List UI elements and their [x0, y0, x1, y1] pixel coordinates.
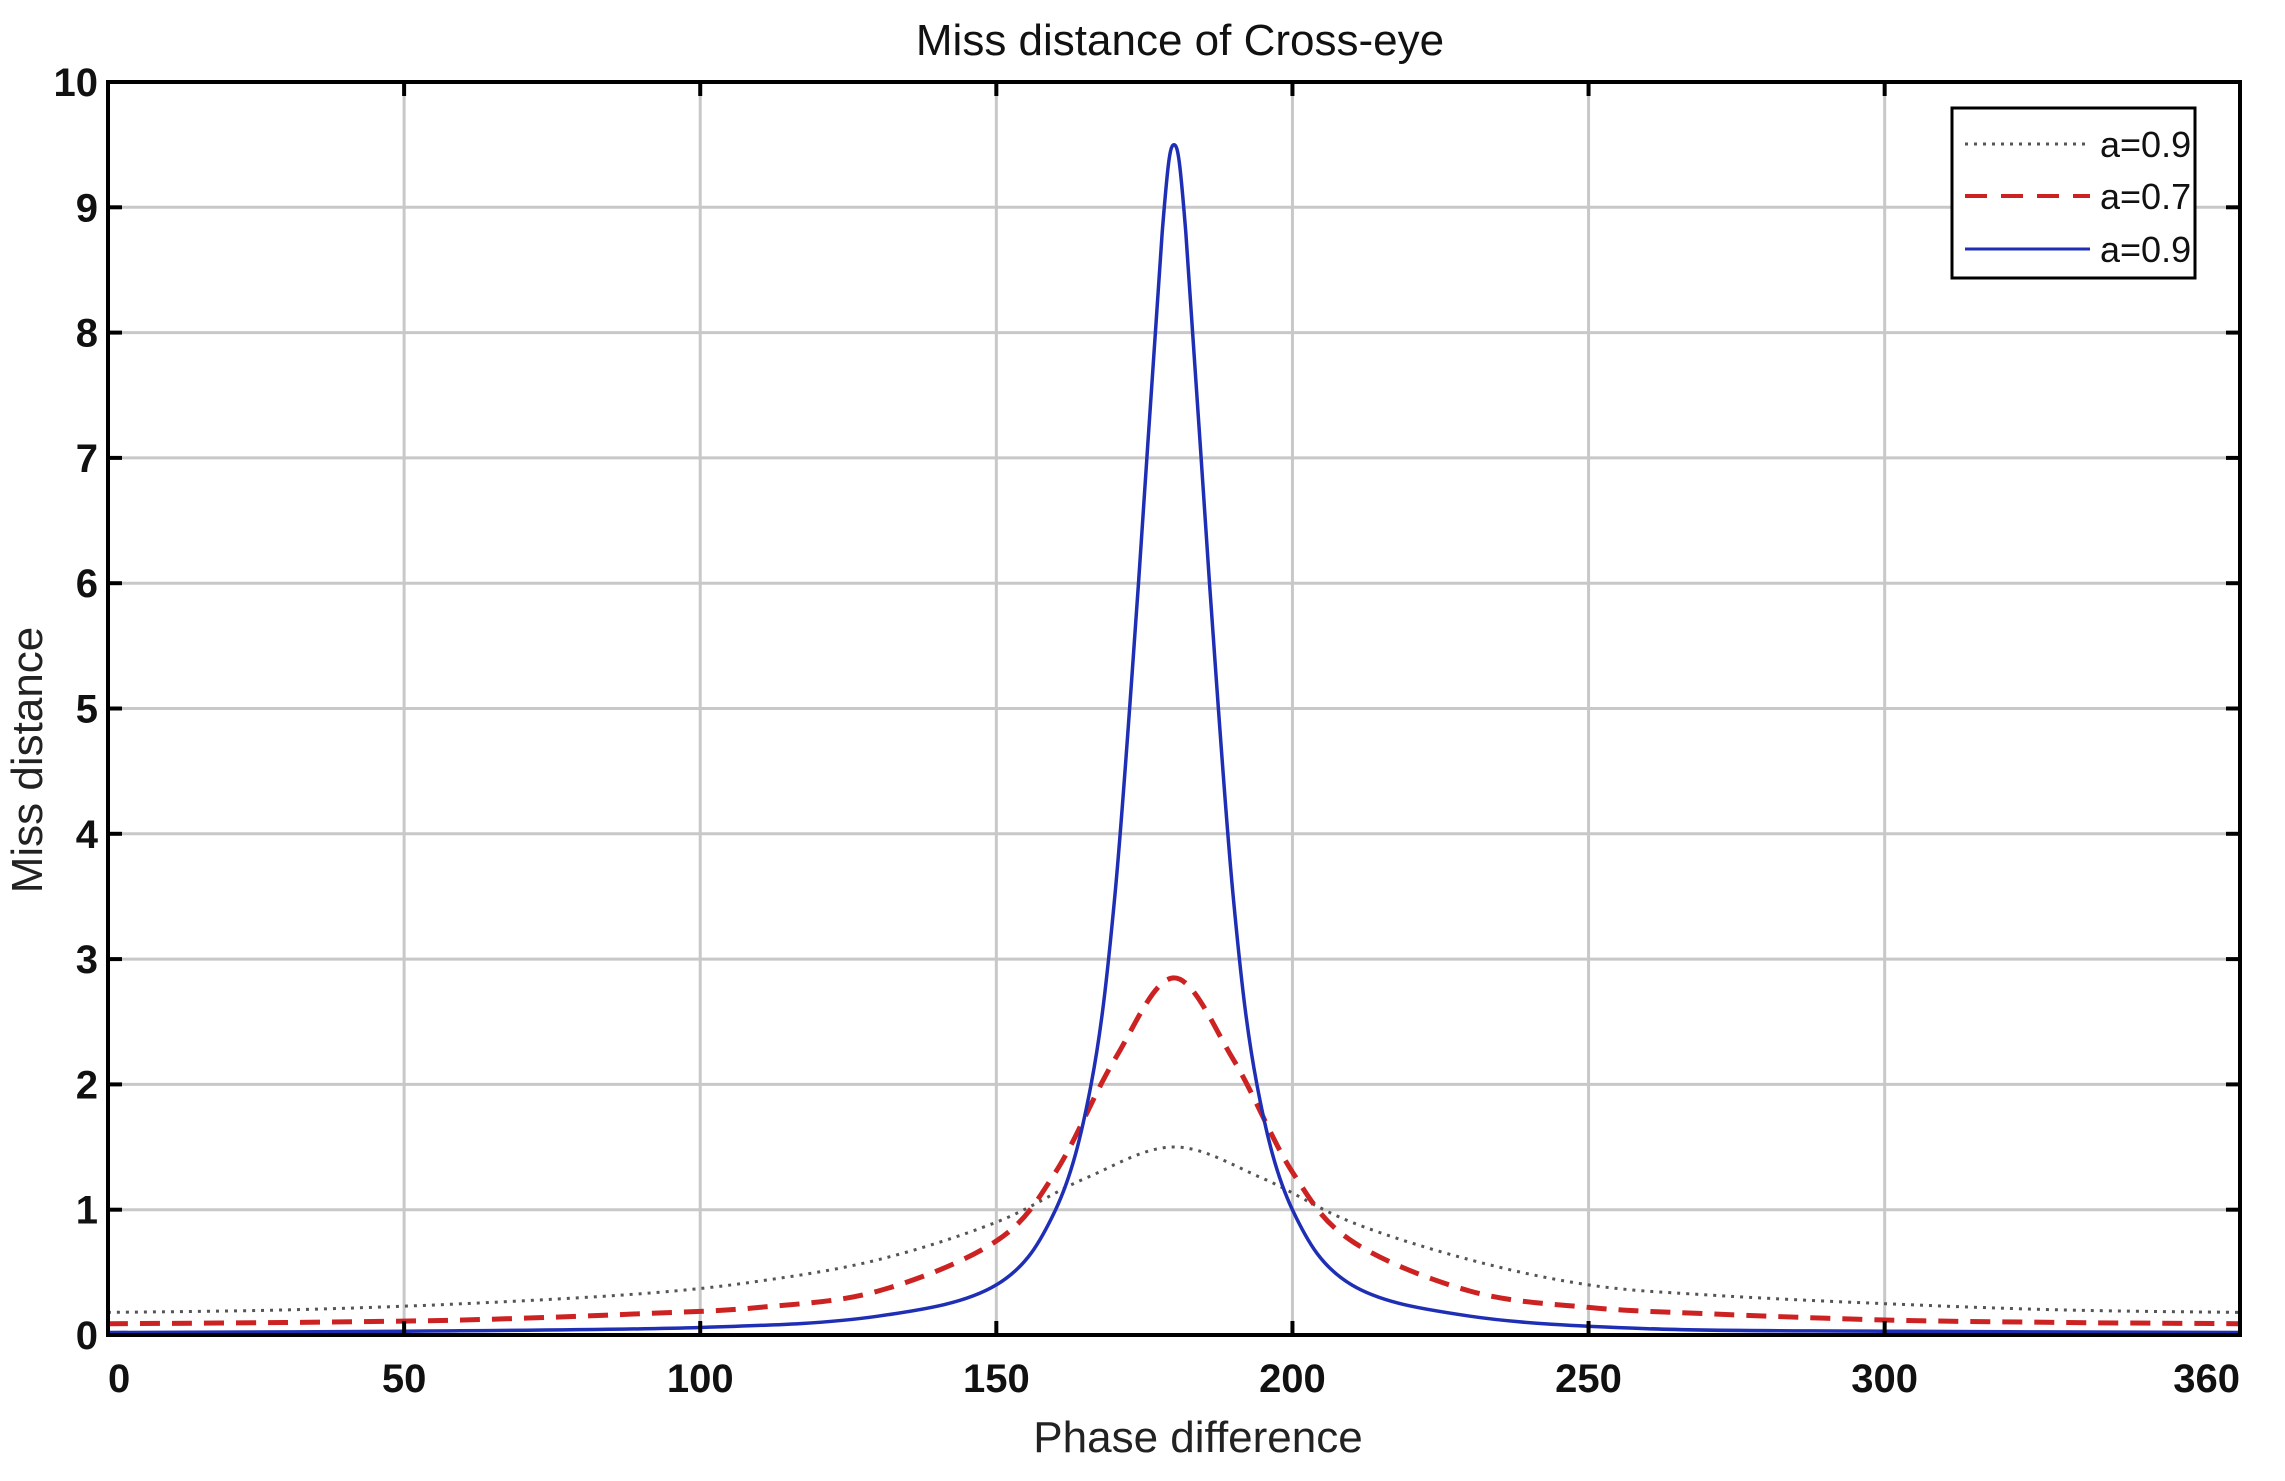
x-tick-label: 50 — [382, 1357, 427, 1401]
x-tick-label: 100 — [667, 1357, 734, 1401]
y-tick-label: 1 — [76, 1189, 98, 1233]
legend-label-1: a=0.9 — [2100, 124, 2191, 165]
x-tick-label: 200 — [1259, 1357, 1326, 1401]
legend-label-3: a=0.9 — [2100, 229, 2191, 270]
x-tick-label: 300 — [1851, 1357, 1918, 1401]
series-line-1 — [107, 1145, 2241, 1314]
y-axis-label: Miss distance — [3, 627, 52, 894]
series-line-3 — [107, 142, 2241, 1335]
y-tick-label: 6 — [76, 562, 98, 606]
series-line-2 — [107, 975, 2241, 1327]
y-tick-label: 10 — [54, 61, 99, 105]
y-tick-label: 7 — [76, 437, 98, 481]
x-tick-label: 0 — [108, 1357, 130, 1401]
series-group — [107, 142, 2241, 1335]
x-tick-label: 250 — [1555, 1357, 1622, 1401]
y-tick-label: 3 — [76, 938, 98, 982]
x-tick-label: 150 — [963, 1357, 1030, 1401]
legend: a=0.9 a=0.7 a=0.9 — [1950, 106, 2197, 280]
y-tick-label: 9 — [76, 186, 98, 230]
y-axis-ticks: 0 1 2 3 4 5 6 7 8 9 10 — [54, 61, 2240, 1358]
chart-title: Miss distance of Cross-eye — [916, 16, 1444, 65]
x-axis-label: Phase difference — [1033, 1413, 1362, 1462]
y-tick-label: 0 — [76, 1314, 98, 1358]
y-tick-label: 5 — [76, 688, 98, 732]
x-tick-label: 360 — [2173, 1357, 2240, 1401]
y-tick-label: 8 — [76, 312, 98, 356]
x-axis-ticks: 0 50 100 150 200 250 300 360 — [106, 82, 2242, 1401]
y-tick-label: 2 — [76, 1063, 98, 1107]
grid — [108, 82, 2240, 1335]
y-tick-label: 4 — [76, 813, 99, 857]
legend-label-2: a=0.7 — [2100, 176, 2191, 217]
